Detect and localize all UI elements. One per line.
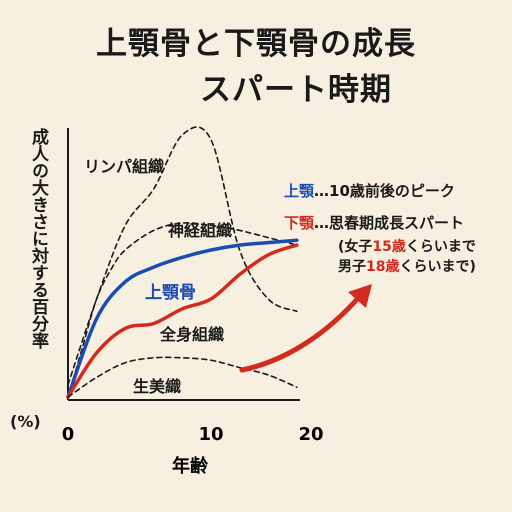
x-tick-label: 10 (198, 424, 223, 445)
series-label-1: 神経組織 (168, 221, 232, 240)
y-axis-unit: (%) (10, 412, 41, 431)
legend-upper-text: …10歳前後のピーク (314, 182, 455, 200)
note-female-pre: (女子 (338, 239, 373, 255)
series-line-3 (66, 243, 299, 399)
series-line-4 (67, 356, 298, 398)
legend-lower-name: 下顎 (284, 214, 315, 232)
legend-lower-text: …思春期成長スパート (314, 214, 465, 232)
note-female-post: くらいまで (405, 239, 476, 255)
page-subtitle: スパート時期 (200, 72, 392, 108)
growth-arrow-head (348, 284, 372, 308)
series-label-4: 生美織 (133, 377, 181, 396)
legend-upper: 上顎…10歳前後のピーク (284, 180, 455, 201)
x-tick-label: 20 (298, 424, 323, 445)
legend-note-female: (女子15歳くらいまで (338, 236, 476, 256)
series-line-2 (66, 238, 299, 399)
note-female-age: 15歳 (372, 239, 406, 255)
legend-upper-name: 上顎 (284, 182, 315, 200)
series-line-1 (67, 222, 298, 398)
legend-note-male: 男子18歳くらいまで) (338, 256, 476, 276)
note-male-age: 18歳 (366, 259, 400, 275)
note-male-pre: 男子 (338, 259, 366, 275)
series-label-0: リンパ組織 (84, 157, 164, 176)
x-axis-label: 年齢 (172, 455, 209, 477)
legend-lower: 下顎…思春期成長スパート (284, 212, 464, 233)
x-tick-label: 0 (62, 424, 75, 445)
y-axis-label: 成人の大きさに対する百分率 (28, 128, 48, 349)
page-title: 上顎骨と下顎骨の成長 (96, 26, 416, 62)
series-label-2: 上顎骨 (145, 283, 196, 303)
series-label-3: 全身組織 (159, 325, 224, 344)
series-line-0 (67, 126, 298, 386)
note-male-post: くらいまで) (399, 259, 476, 275)
growth-arrow-shaft (239, 293, 363, 373)
